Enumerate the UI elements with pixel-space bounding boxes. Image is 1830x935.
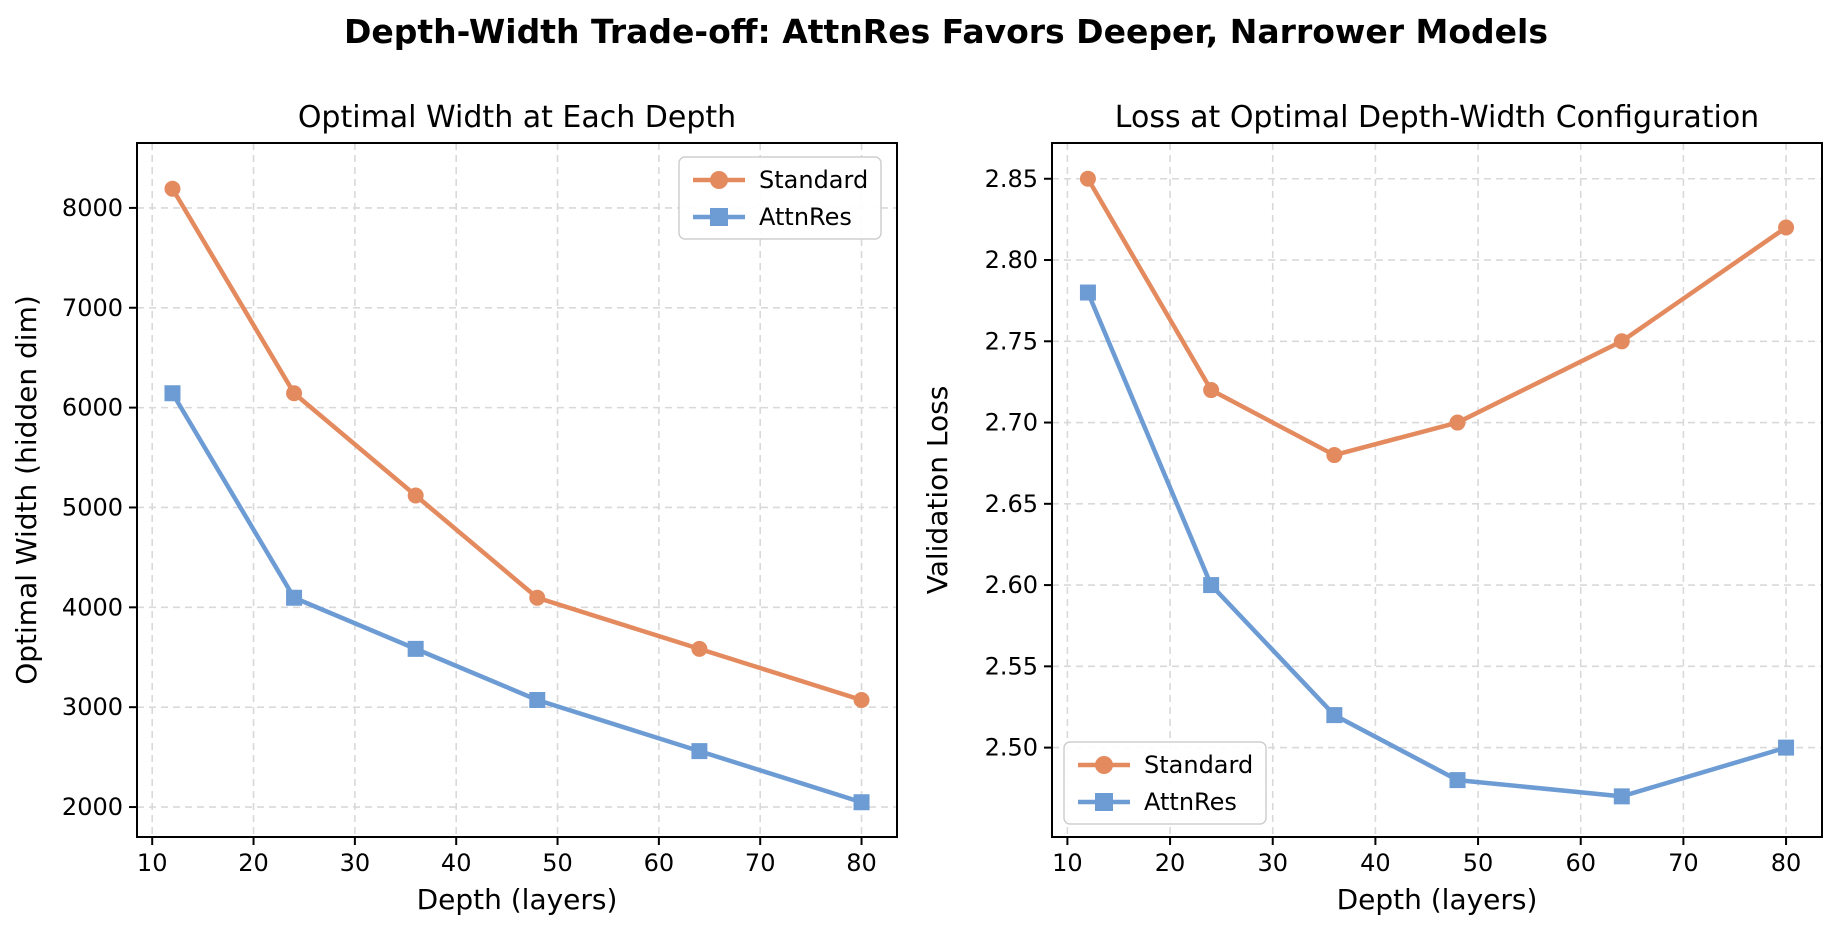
data-point-marker <box>1203 382 1220 399</box>
data-point-marker <box>853 691 870 708</box>
data-point-marker <box>407 487 424 504</box>
legend-entry-standard: Standard <box>693 166 868 194</box>
legend-1: Standard AttnRes <box>1063 741 1267 825</box>
data-point-marker <box>164 180 181 197</box>
grid-1 <box>1052 143 1822 837</box>
x-tick-label: 70 <box>1668 849 1699 877</box>
y-tick-label: 2.55 <box>985 652 1038 680</box>
y-tick-label: 2.50 <box>985 734 1038 762</box>
series-line-attnres <box>170 390 864 805</box>
subplot-title-1: Loss at Optimal Depth-Width Configuratio… <box>1115 100 1759 135</box>
data-point-marker <box>1449 414 1466 431</box>
data-point-marker <box>286 385 303 402</box>
y-tick-label: 3000 <box>62 693 123 721</box>
x-tick-label: 50 <box>542 849 573 877</box>
x-tick-label: 20 <box>238 849 269 877</box>
x-tick-label: 60 <box>1565 849 1596 877</box>
y-tick-label: 6000 <box>62 394 123 422</box>
data-point-marker <box>1778 219 1795 236</box>
series-markers-attnres <box>164 385 870 811</box>
subplot-0: 10 20 30 40 50 60 70 80 2000 3000 4000 5000 6000 7000… <box>10 100 898 916</box>
data-point-marker <box>286 589 303 606</box>
data-point-marker <box>1079 284 1096 301</box>
x-tick-label: 80 <box>1771 849 1802 877</box>
x-tick-label: 70 <box>745 849 776 877</box>
legend-entry-standard: Standard <box>1078 751 1253 779</box>
data-point-marker <box>691 743 708 760</box>
data-point-marker <box>1613 788 1630 805</box>
legend-label: Standard <box>1144 751 1253 779</box>
data-point-marker <box>1079 170 1096 187</box>
data-point-marker <box>1449 772 1466 789</box>
legend-circle-marker-icon <box>710 171 728 189</box>
y-tick-label: 4000 <box>62 593 123 621</box>
y-tick-label: 2.60 <box>985 571 1038 599</box>
data-point-marker <box>1778 739 1795 756</box>
series-markers-standard <box>164 180 870 708</box>
y-tick-label: 2.80 <box>985 246 1038 274</box>
data-point-marker <box>164 385 181 402</box>
data-point-marker <box>1203 577 1220 594</box>
series-line-standard <box>1085 176 1789 458</box>
series-markers-attnres <box>1079 284 1795 805</box>
y-tick-label: 8000 <box>62 194 123 222</box>
y-tick-label: 2.65 <box>985 490 1038 518</box>
legend-entry-attnres: AttnRes <box>693 203 852 231</box>
y-tick-label: 2.85 <box>985 165 1038 193</box>
series-line-attnres <box>1085 290 1789 799</box>
x-tick-label: 10 <box>137 849 168 877</box>
legend-label: Standard <box>759 166 868 194</box>
x-axis-label-0: Depth (layers) <box>417 883 618 916</box>
legend-label: AttnRes <box>759 203 852 231</box>
subplot-title-0: Optimal Width at Each Depth <box>298 100 736 135</box>
y-axis-label-1: Validation Loss <box>921 386 954 595</box>
data-point-marker <box>1326 447 1343 464</box>
legend-square-marker-icon <box>710 208 728 226</box>
axes-frame-0 <box>136 142 898 838</box>
x-axis-label-1: Depth (layers) <box>1337 883 1538 916</box>
data-point-marker <box>407 640 424 657</box>
legend-entry-attnres: AttnRes <box>1078 788 1237 816</box>
data-point-marker <box>1326 707 1343 724</box>
y-axis-label-0: Optimal Width (hidden dim) <box>10 295 43 685</box>
y-tick-label: 7000 <box>62 294 123 322</box>
legend-circle-marker-icon <box>1095 756 1113 774</box>
x-tick-label: 40 <box>1360 849 1391 877</box>
series-line-standard <box>170 186 864 703</box>
subplot-1: 10 20 30 40 50 60 70 80 2.50 2.55 2.60 2.65 2.70 2.75… <box>921 100 1823 916</box>
x-tick-label: 20 <box>1155 849 1186 877</box>
legend-square-marker-icon <box>1095 793 1113 811</box>
y-tick-label: 2000 <box>62 793 123 821</box>
legend-0: Standard AttnRes <box>678 156 882 240</box>
x-tick-label: 40 <box>441 849 472 877</box>
legend-label: AttnRes <box>1144 788 1237 816</box>
y-tick-label: 5000 <box>62 493 123 521</box>
data-point-marker <box>853 794 870 811</box>
data-point-marker <box>1613 333 1630 350</box>
x-tick-label: 30 <box>1257 849 1288 877</box>
series-markers-standard <box>1079 170 1795 464</box>
data-point-marker <box>691 640 708 657</box>
x-tick-label: 80 <box>846 849 877 877</box>
x-tick-label: 10 <box>1052 849 1083 877</box>
x-tick-label: 30 <box>340 849 371 877</box>
x-tick-label: 60 <box>644 849 675 877</box>
axes-frame-1 <box>1051 142 1823 838</box>
data-point-marker <box>529 589 546 606</box>
y-tick-label: 2.75 <box>985 327 1038 355</box>
data-point-marker <box>529 691 546 708</box>
y-tick-label: 2.70 <box>985 409 1038 437</box>
grid-0 <box>137 143 897 837</box>
x-tick-label: 50 <box>1463 849 1494 877</box>
figure-suptitle: Depth-Width Trade-off: AttnRes Favors De… <box>344 12 1548 51</box>
